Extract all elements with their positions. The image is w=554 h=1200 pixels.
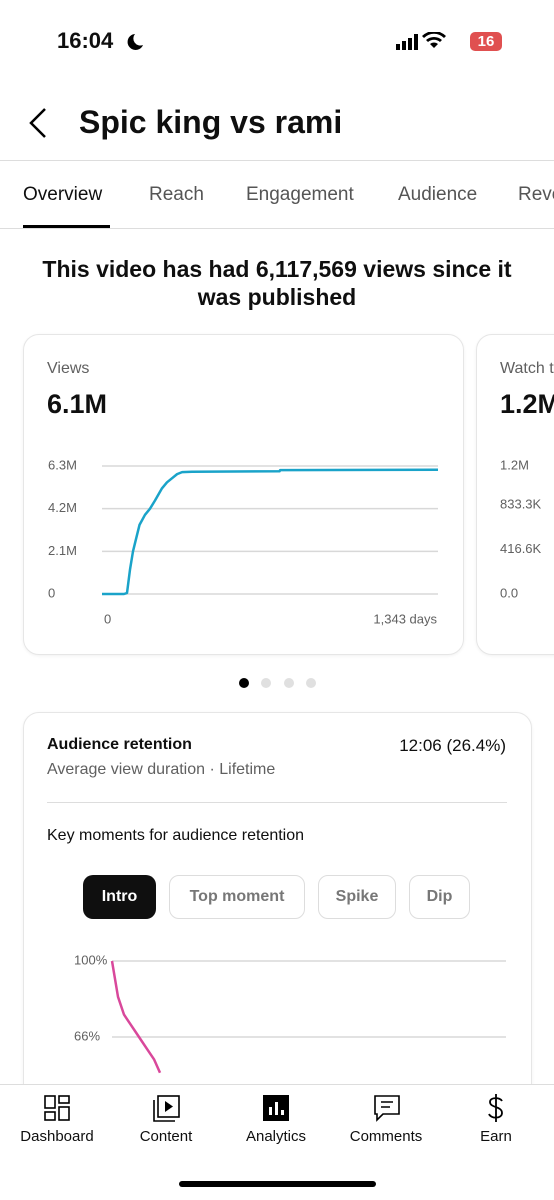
home-indicator [179, 1181, 376, 1187]
y-tick-label: 100% [74, 952, 108, 967]
pager-dots [239, 678, 316, 688]
nav-label[interactable]: Analytics [245, 1128, 307, 1145]
x-tick-label: 0 [104, 611, 111, 626]
y-tick-label: 4.2M [48, 500, 77, 515]
earn-icon[interactable] [485, 1093, 507, 1123]
divider [0, 228, 554, 229]
y-tick-label: 416.6K [500, 541, 542, 556]
content-icon[interactable] [153, 1095, 181, 1123]
dashboard-icon[interactable] [44, 1095, 70, 1121]
tab[interactable]: Revenue [518, 184, 554, 205]
views-card[interactable] [23, 334, 464, 655]
divider [0, 160, 554, 161]
y-tick-label: 6.3M [48, 457, 77, 472]
data-line [110, 960, 162, 1074]
battery: 16 [470, 32, 502, 51]
nav-label[interactable]: Content [139, 1128, 193, 1145]
key-moments-label: Key moments for audience retention [47, 827, 305, 844]
y-tick-label: 833.3K [500, 497, 542, 512]
watch-card[interactable] [476, 334, 554, 655]
signal-wifi [396, 32, 446, 50]
tab[interactable]: Audience [398, 184, 478, 205]
tab[interactable]: Engagement [246, 184, 354, 205]
y-tick-label: 0 [48, 585, 55, 600]
chip[interactable]: Intro [83, 875, 156, 919]
chip[interactable]: Spike [318, 875, 396, 919]
tab-underline [23, 225, 110, 228]
comments-icon[interactable] [373, 1094, 401, 1124]
y-tick-label: 1.2M [500, 457, 529, 472]
watch-chart: 1.2M 833.3K 416.6K 0.0 [500, 457, 542, 600]
nav-label[interactable]: Earn [480, 1128, 512, 1145]
back-button[interactable] [26, 106, 50, 140]
moon-icon [127, 34, 143, 50]
clock: 16:04 [57, 28, 114, 53]
page-title: Spic king vs rami [79, 104, 343, 140]
card-title: Views [47, 360, 90, 377]
nav-label[interactable]: Dashboard [20, 1128, 94, 1145]
x-tick-label: 1,343 days [373, 611, 437, 626]
views-chart: 6.3M 4.2M 2.1M 0 0 1,343 days [48, 457, 439, 626]
nav-label[interactable]: Comments [349, 1128, 423, 1145]
card-title: Watch time [500, 360, 554, 377]
y-tick-label: 0.0 [500, 585, 518, 600]
tab[interactable]: Overview [23, 184, 103, 205]
analytics-icon[interactable] [263, 1095, 289, 1121]
retention-title: Audience retention [47, 736, 192, 753]
chip[interactable]: Top moment [169, 875, 305, 919]
card-total: 1.2M [500, 389, 554, 419]
y-tick-label: 2.1M [48, 543, 77, 558]
data-line [102, 468, 439, 596]
retention-value: 12:06 (26.4%) [399, 736, 506, 755]
headline: This video has had 6,117,569 views since… [42, 256, 512, 310]
y-tick-label: 66% [74, 1028, 100, 1043]
tab[interactable]: Reach [149, 184, 204, 205]
retention-chart: 100% 66% [74, 952, 506, 1074]
card-total: 6.1M [47, 389, 108, 419]
chip[interactable]: Dip [409, 875, 470, 919]
divider [47, 802, 507, 803]
retention-subtitle: Average view duration · Lifetime [47, 761, 276, 778]
